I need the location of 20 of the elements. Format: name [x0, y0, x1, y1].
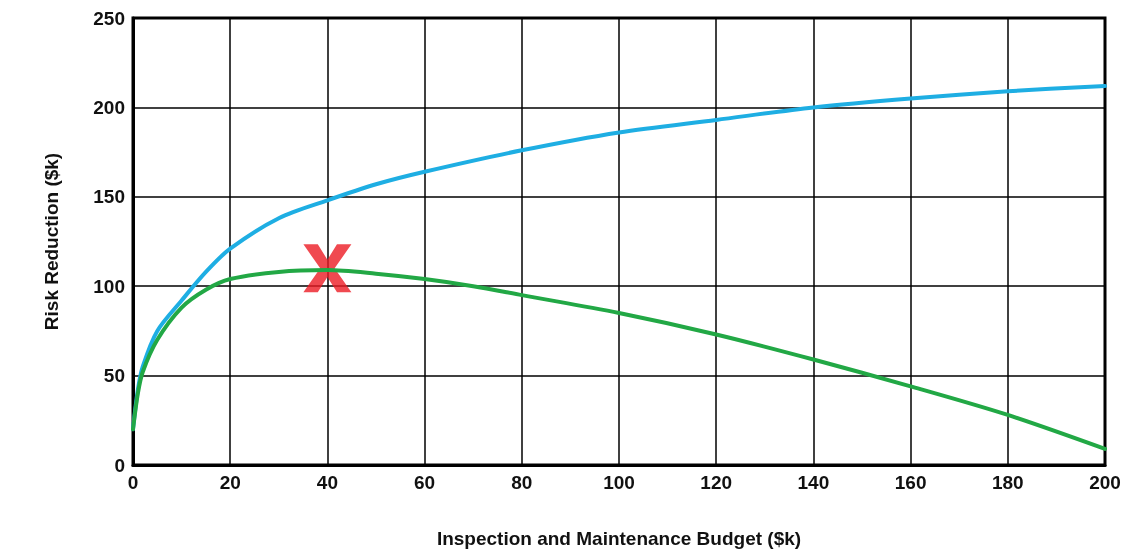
y-tick-label: 0 [114, 454, 125, 476]
x-tick-label: 60 [414, 472, 436, 493]
y-tick-label: 150 [93, 186, 125, 208]
y-tick-label: 200 [93, 96, 125, 118]
x-tick-label: 120 [700, 472, 733, 493]
x-tick-label: 40 [316, 472, 338, 493]
x-tick-label: 180 [991, 472, 1024, 493]
x-tick-label: 200 [1089, 472, 1121, 493]
x-tick-label: 20 [219, 472, 241, 493]
x-tick-label: 140 [797, 472, 830, 493]
y-axis-title: Risk Reduction ($k) [41, 152, 62, 331]
x-axis-title: Inspection and Maintenance Budget ($k) [436, 528, 802, 549]
x-tick-label: 0 [127, 472, 139, 493]
x-tick-label: 80 [511, 472, 533, 493]
x-tick-label: 100 [603, 472, 635, 493]
y-tick-label: 100 [93, 275, 125, 297]
y-tick-label: 250 [93, 7, 125, 29]
y-tick-label: 50 [103, 365, 125, 387]
x-tick-label: 160 [894, 472, 927, 493]
line-series [131, 268, 1107, 451]
